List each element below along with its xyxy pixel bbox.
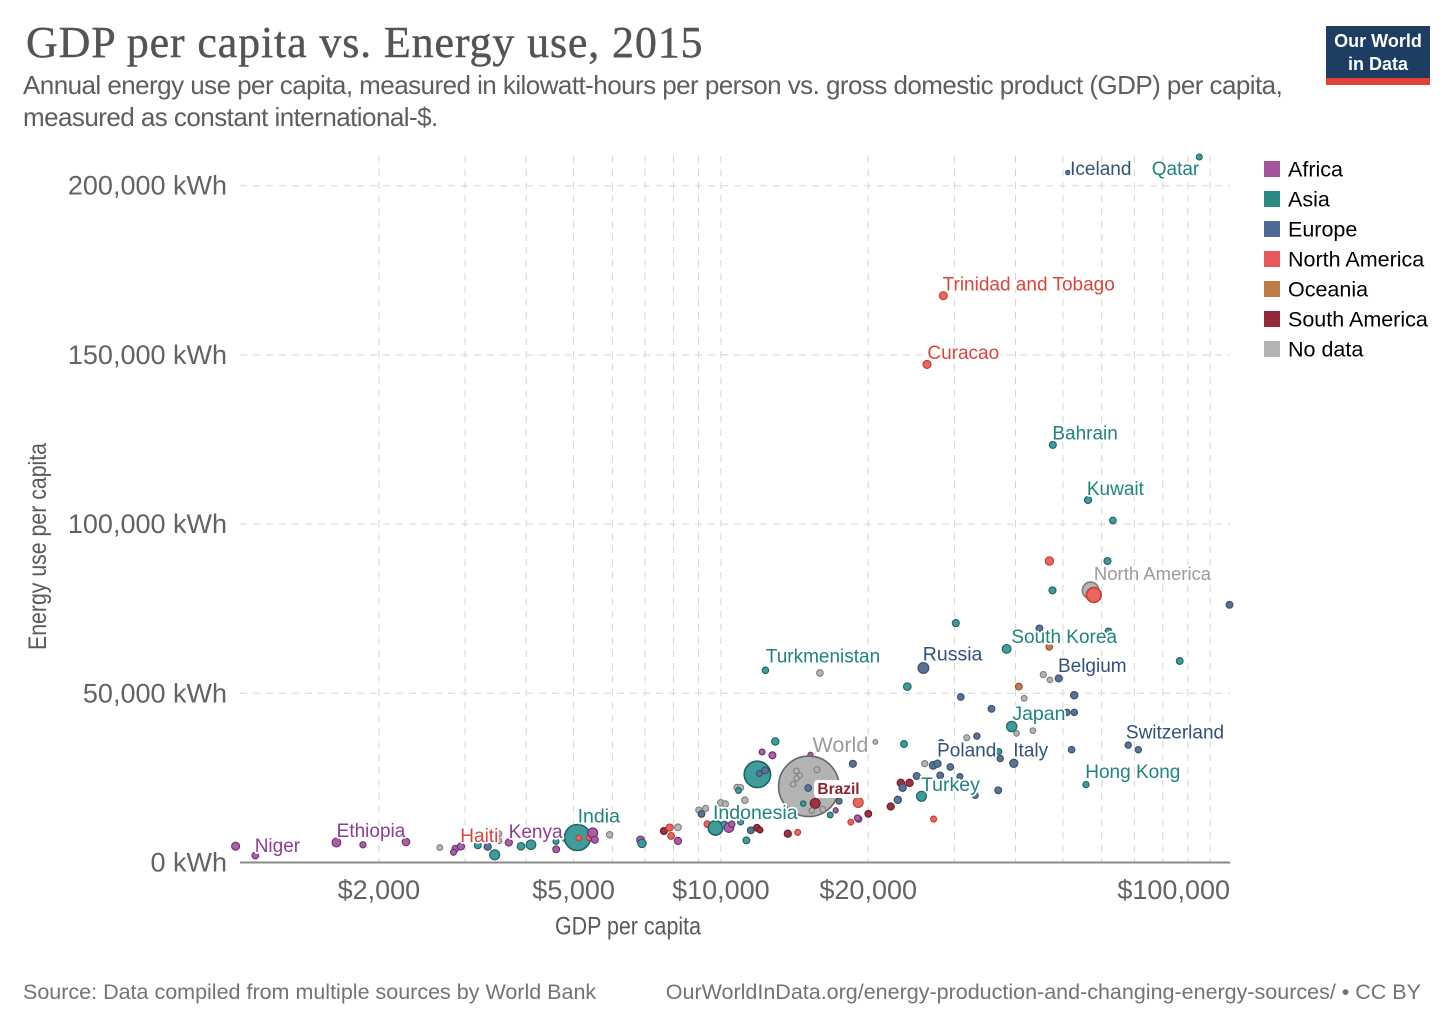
svg-text:Switzerland: Switzerland: [1126, 723, 1224, 744]
svg-text:World: World: [813, 733, 869, 757]
svg-text:Asia: Asia: [1288, 188, 1330, 212]
svg-text:GDP per capita: GDP per capita: [555, 913, 701, 941]
svg-text:India: India: [578, 805, 620, 827]
svg-text:$100,000: $100,000: [1117, 875, 1230, 905]
svg-text:Kenya: Kenya: [509, 822, 563, 843]
svg-text:Ethiopia: Ethiopia: [337, 821, 406, 842]
svg-text:Turkmenistan: Turkmenistan: [766, 647, 880, 668]
svg-text:Japan: Japan: [1012, 703, 1065, 725]
svg-text:Niger: Niger: [255, 836, 301, 857]
svg-text:South Korea: South Korea: [1011, 627, 1117, 648]
svg-text:$20,000: $20,000: [819, 875, 917, 905]
svg-text:North America: North America: [1094, 563, 1212, 584]
svg-text:Haiti: Haiti: [460, 826, 498, 847]
svg-text:Iceland: Iceland: [1070, 159, 1131, 180]
svg-text:100,000 kWh: 100,000 kWh: [68, 509, 227, 539]
svg-text:$10,000: $10,000: [672, 875, 770, 905]
svg-text:Oceania: Oceania: [1288, 278, 1368, 302]
svg-text:Africa: Africa: [1288, 158, 1343, 182]
svg-text:Brazil: Brazil: [817, 781, 859, 798]
svg-text:Qatar: Qatar: [1152, 159, 1200, 180]
svg-text:0 kWh: 0 kWh: [150, 848, 227, 878]
svg-text:South America: South America: [1288, 308, 1428, 332]
svg-text:Trinidad and Tobago: Trinidad and Tobago: [943, 275, 1115, 296]
svg-text:Poland: Poland: [937, 740, 996, 761]
svg-text:200,000 kWh: 200,000 kWh: [68, 171, 227, 201]
svg-text:Russia: Russia: [923, 644, 983, 666]
svg-text:Kuwait: Kuwait: [1087, 479, 1145, 500]
svg-text:Bahrain: Bahrain: [1052, 424, 1118, 445]
svg-text:Indonesia: Indonesia: [713, 802, 798, 824]
svg-text:Europe: Europe: [1288, 218, 1357, 242]
svg-text:Turkey: Turkey: [921, 774, 980, 796]
svg-text:150,000 kWh: 150,000 kWh: [68, 340, 227, 370]
svg-text:50,000 kWh: 50,000 kWh: [83, 678, 227, 708]
svg-text:Italy: Italy: [1013, 740, 1048, 761]
svg-text:$5,000: $5,000: [532, 875, 615, 905]
svg-text:Curacao: Curacao: [927, 343, 999, 364]
svg-text:No data: No data: [1288, 338, 1363, 362]
svg-text:Hong Kong: Hong Kong: [1085, 762, 1180, 783]
svg-text:North America: North America: [1288, 248, 1424, 272]
svg-text:Belgium: Belgium: [1058, 656, 1127, 677]
svg-text:$2,000: $2,000: [338, 875, 421, 905]
svg-text:Energy use per capita: Energy use per capita: [24, 443, 52, 650]
